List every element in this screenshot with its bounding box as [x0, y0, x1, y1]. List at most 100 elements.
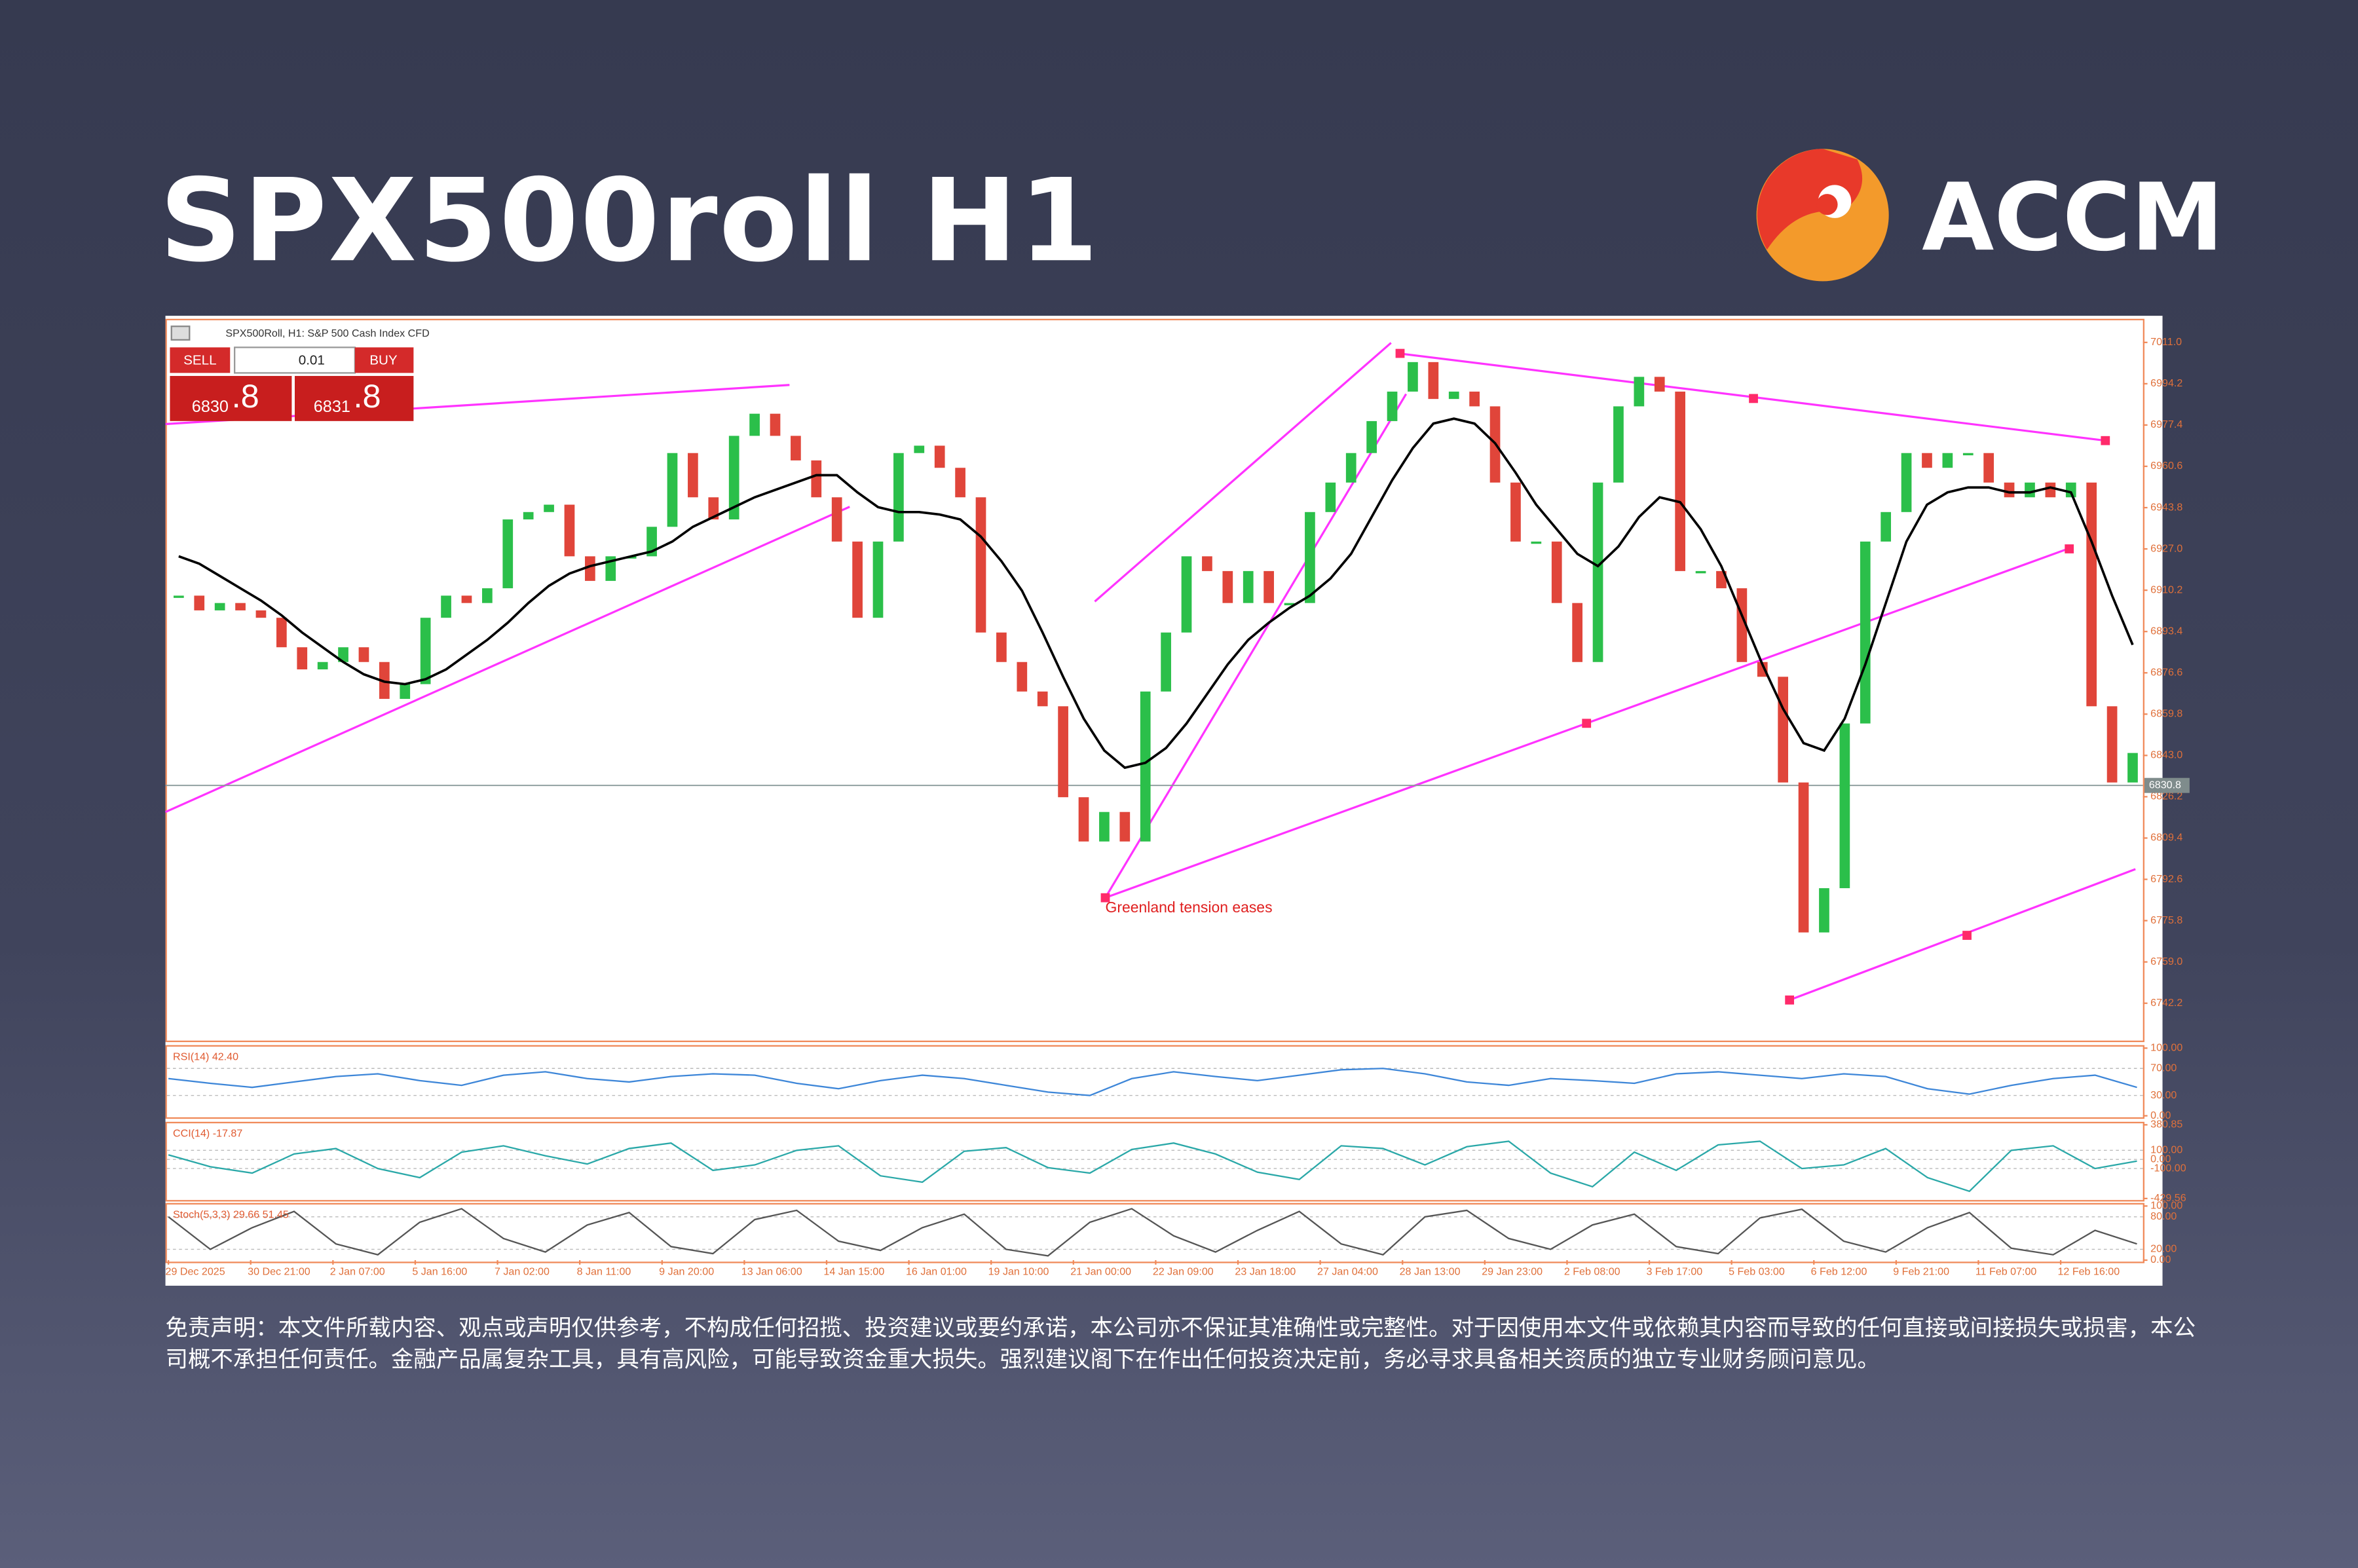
ask-price: 6831: [314, 398, 350, 416]
x-tick-label: 22 Jan 09:00: [1153, 1266, 1214, 1278]
candle: [502, 519, 514, 589]
volume-box[interactable]: [234, 346, 356, 374]
y-tick-label: 70.00: [2150, 1062, 2177, 1074]
title: SPX500roll H1: [159, 153, 1100, 288]
y-tick-label: 6876.6: [2150, 667, 2182, 679]
candle: [1695, 570, 1706, 574]
candle: [585, 556, 595, 581]
bid-price: 6830: [192, 398, 229, 416]
candle: [791, 436, 801, 460]
candle: [893, 453, 904, 542]
candle: [1325, 482, 1336, 512]
candle: [1078, 797, 1089, 842]
indicator-label: CCI(14) -17.87: [173, 1127, 242, 1139]
disclaimer: 免责声明：本文件所载内容、观点或声明仅供参考，不构成任何招揽、投资建议或要约承诺…: [165, 1314, 2196, 1373]
y-tick-label: 0.00: [2150, 1153, 2171, 1165]
candle: [173, 595, 184, 598]
y-tick-label: 30.00: [2150, 1089, 2177, 1101]
candle: [667, 453, 678, 527]
y-tick-label: 0.00: [2150, 1110, 2171, 1121]
y-tick-label: 6859.8: [2150, 708, 2182, 720]
candle: [1448, 391, 1459, 400]
y-tick-label: 6994.2: [2150, 377, 2182, 389]
candle: [1551, 541, 1562, 603]
bid-box[interactable]: [170, 375, 292, 421]
candle: [1284, 603, 1295, 606]
x-tick-label: 14 Jan 15:00: [823, 1266, 884, 1278]
y-tick-label: 6742.2: [2150, 997, 2182, 1009]
candle: [1366, 420, 1377, 453]
sell-button[interactable]: [170, 347, 231, 373]
candle: [420, 618, 431, 684]
y-tick-label: 6809.4: [2150, 832, 2182, 844]
x-tick-label: 5 Jan 16:00: [412, 1266, 467, 1278]
candle: [1983, 453, 1994, 483]
candle: [1942, 453, 1953, 468]
candle: [1778, 677, 1789, 783]
candle: [1839, 723, 1850, 889]
y-tick-label: 6775.8: [2150, 914, 2182, 926]
candle: [1119, 812, 1131, 842]
candle: [523, 512, 534, 520]
candle: [914, 445, 925, 453]
indicator-line: [168, 1208, 2137, 1257]
y-tick-label: 100.00: [2150, 1200, 2182, 1212]
candle: [1469, 391, 1480, 407]
candle: [2004, 482, 2015, 498]
candle: [2106, 706, 2118, 783]
candle: [214, 603, 225, 610]
candle: [2127, 753, 2138, 783]
candle: [708, 497, 719, 520]
y-tick-label: 6792.6: [2150, 873, 2182, 885]
indicator-frame: [165, 1121, 2144, 1202]
y-tick-label: 6943.8: [2150, 501, 2182, 513]
candle: [544, 504, 554, 512]
x-tick-label: 30 Dec 21:00: [248, 1266, 310, 1278]
x-tick-label: 9 Jan 20:00: [659, 1266, 714, 1278]
candle: [1263, 570, 1274, 603]
candle: [872, 541, 884, 618]
candle: [1099, 812, 1110, 842]
x-tick-label: 19 Jan 10:00: [988, 1266, 1049, 1278]
y-tick-label: 6960.6: [2150, 460, 2182, 472]
y-tick-label: 380.85: [2150, 1119, 2182, 1130]
candle: [358, 647, 369, 662]
y-tick-label: 100.00: [2150, 1042, 2182, 1054]
candle: [1634, 377, 1645, 407]
candle: [749, 413, 760, 436]
buy-button[interactable]: [354, 347, 414, 373]
candle: [1202, 556, 1212, 571]
x-tick-label: 11 Feb 07:00: [1975, 1266, 2037, 1278]
x-tick-label: 2 Jan 07:00: [330, 1266, 385, 1278]
candle: [400, 684, 411, 700]
x-tick-label: 27 Jan 04:00: [1317, 1266, 1378, 1278]
candle: [1962, 453, 1974, 456]
indicator-label: RSI(14) 42.40: [173, 1051, 238, 1062]
candle: [1140, 691, 1151, 842]
candle: [1613, 406, 1624, 483]
y-tick-label: 6910.2: [2150, 584, 2182, 595]
candle: [338, 647, 348, 662]
x-tick-label: 8 Jan 11:00: [577, 1266, 631, 1278]
x-tick-label: 7 Jan 02:00: [495, 1266, 550, 1278]
candle: [688, 453, 698, 498]
candle: [1181, 556, 1192, 633]
annotation: Greenland tension eases: [1106, 899, 1273, 916]
candle: [975, 497, 986, 633]
x-tick-label: 9 Feb 21:00: [1893, 1266, 1949, 1278]
candle: [1387, 391, 1398, 421]
candle: [482, 588, 493, 603]
indicator-frame: [165, 1045, 2144, 1119]
candle: [235, 603, 246, 610]
ask-box[interactable]: [295, 375, 414, 421]
candle: [811, 460, 822, 498]
candle: [996, 632, 1007, 662]
symbol-info: SPX500Roll, H1: S&P 500 Cash Index CFD: [225, 327, 429, 339]
candle: [276, 618, 287, 648]
candle: [1881, 512, 1892, 542]
candle: [1531, 541, 1542, 544]
candle: [2086, 482, 2097, 707]
candle: [297, 647, 308, 670]
